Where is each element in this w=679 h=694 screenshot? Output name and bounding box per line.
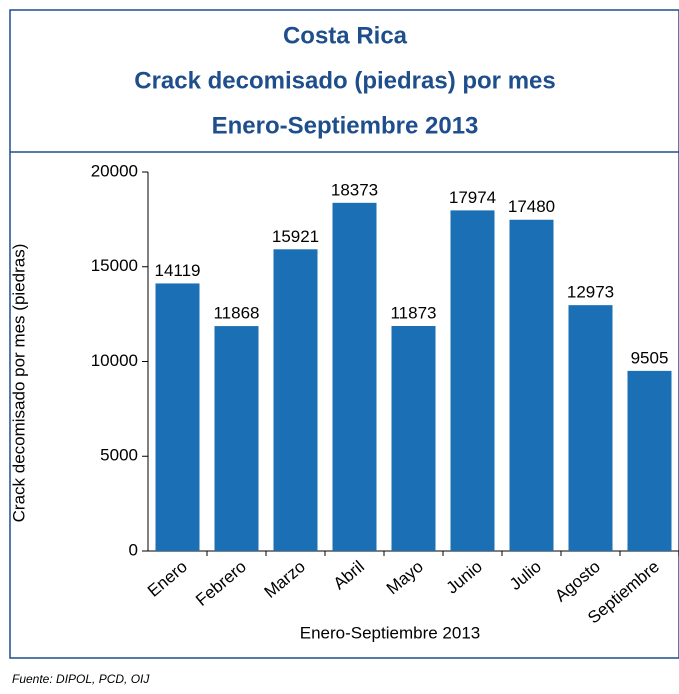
chart-title: Crack decomisado (piedras) por mes	[134, 67, 555, 94]
x-tick-label: Febrero	[192, 557, 250, 610]
bar	[568, 305, 613, 551]
data-label: 17974	[449, 188, 496, 207]
source-note: Fuente: DIPOL, PCD, OIJ	[12, 672, 150, 686]
chart-title: Costa Rica	[283, 22, 408, 49]
x-tick-label: Abril	[330, 557, 368, 593]
y-tick-label: 0	[129, 540, 138, 559]
data-label: 18373	[331, 180, 378, 199]
x-tick-label: Enero	[144, 557, 191, 601]
y-tick-label: 5000	[100, 446, 138, 465]
bar	[450, 210, 495, 551]
bar	[155, 283, 200, 551]
bar	[273, 249, 318, 551]
data-label: 12973	[567, 283, 614, 302]
y-tick-label: 20000	[91, 161, 138, 180]
x-tick-label: Junio	[443, 557, 486, 598]
bar	[391, 326, 436, 551]
data-label: 9505	[631, 348, 669, 367]
x-tick-label: Agosto	[551, 557, 604, 606]
chart-title: Enero-Septiembre 2013	[212, 112, 479, 139]
x-axis-label: Enero-Septiembre 2013	[300, 623, 481, 642]
bar	[627, 370, 672, 551]
x-tick-label: Mayo	[383, 557, 427, 598]
y-tick-label: 15000	[91, 256, 138, 275]
data-label: 11873	[390, 303, 436, 322]
y-tick-label: 10000	[91, 351, 138, 370]
y-axis-label: Crack decomisado por mes (piedras)	[9, 244, 28, 523]
data-label: 17480	[508, 197, 555, 216]
data-label: 11868	[213, 304, 259, 323]
bar	[332, 202, 377, 551]
bar	[509, 219, 554, 551]
x-tick-label: Marzo	[261, 557, 309, 602]
chart-frame	[9, 9, 679, 659]
bar	[214, 326, 259, 551]
data-label: 14119	[154, 261, 200, 280]
data-label: 15921	[272, 227, 319, 246]
x-tick-label: Julio	[506, 557, 545, 594]
